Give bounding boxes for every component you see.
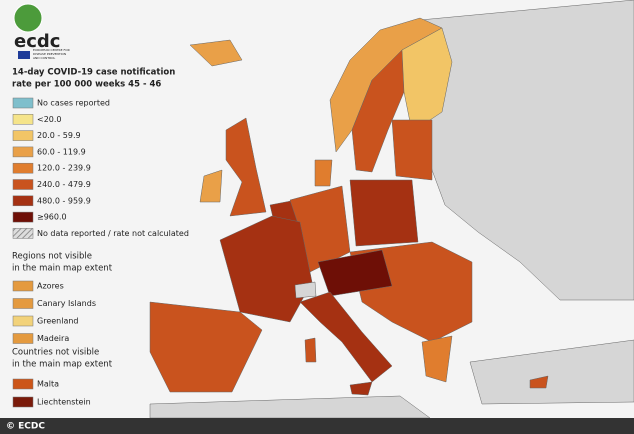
baltics — [391, 119, 433, 181]
legend-label: ≥960.0 — [37, 213, 67, 222]
footer-credit: © ECDC — [6, 422, 45, 432]
legend-title: in the main map extent — [12, 360, 113, 370]
logo-text: ecdc — [14, 31, 60, 52]
logo: ecdc EUROPEAN CENTRE FOR DISEASE PREVENT… — [13, 3, 70, 60]
legend-swatch — [12, 396, 34, 408]
legend-label: Liechtenstein — [37, 398, 91, 407]
legend-label: <20.0 — [37, 115, 62, 124]
legend-swatch — [12, 146, 34, 158]
legend-swatch — [12, 195, 34, 207]
logo-subtext: DISEASE PREVENTION — [33, 52, 66, 56]
sardinia — [304, 337, 317, 363]
iberia — [149, 301, 263, 393]
map — [149, 0, 634, 419]
legend-title: Regions not visible — [12, 252, 92, 262]
legend-label: 480.0 - 959.9 — [37, 196, 91, 205]
footer-bar — [0, 418, 634, 434]
legend-title: rate per 100 000 weeks 45 - 46 — [12, 80, 161, 90]
legend-swatch — [12, 162, 34, 174]
legend-title: Countries not visible — [12, 348, 99, 358]
switzerland — [294, 281, 317, 299]
iceland — [189, 39, 243, 67]
legend-swatch — [12, 315, 34, 327]
legend-label: Canary Islands — [37, 299, 96, 308]
eu-flag — [18, 51, 30, 59]
czechia-austria — [317, 249, 393, 297]
denmark — [314, 159, 333, 187]
logo-subtext: EUROPEAN CENTRE FOR — [33, 48, 70, 52]
italy — [299, 291, 393, 383]
legend-swatch — [12, 378, 34, 390]
legend-swatch — [12, 114, 34, 125]
legend-label: 240.0 - 479.9 — [37, 180, 91, 189]
legend-swatch — [12, 333, 34, 344]
finland — [401, 27, 453, 133]
poland — [349, 179, 419, 247]
legend-label: Malta — [37, 380, 59, 389]
logo-globe — [13, 3, 43, 33]
legend-swatch — [12, 280, 34, 292]
legend-label: 20.0 - 59.9 — [37, 131, 81, 140]
legend-swatch — [12, 298, 34, 309]
sweden — [351, 49, 405, 173]
legend-swatch — [12, 179, 34, 190]
legend-label: No cases reported — [37, 99, 110, 108]
legend-label: 60.0 - 119.9 — [37, 147, 86, 156]
legend-swatch — [12, 130, 34, 141]
legend-label: Greenland — [37, 317, 79, 326]
legend-swatch — [12, 228, 34, 239]
uk — [225, 117, 267, 217]
legend-label: 120.0 - 239.9 — [37, 164, 91, 173]
ireland — [199, 169, 223, 203]
cyprus — [529, 375, 549, 389]
logo-subtext: AND CONTROL — [33, 56, 56, 60]
legend-title: in the main map extent — [12, 264, 113, 274]
legend-swatch — [12, 97, 34, 109]
greece — [421, 335, 453, 383]
legend-title: 14-day COVID-19 case notification — [12, 68, 175, 78]
legend-label: No data reported / rate not calculated — [37, 229, 189, 238]
legend-label: Azores — [37, 282, 64, 291]
legend-swatch — [12, 211, 34, 223]
sicily — [349, 381, 373, 396]
non-eu-land — [469, 339, 634, 405]
legend-label: Madeira — [37, 334, 69, 343]
